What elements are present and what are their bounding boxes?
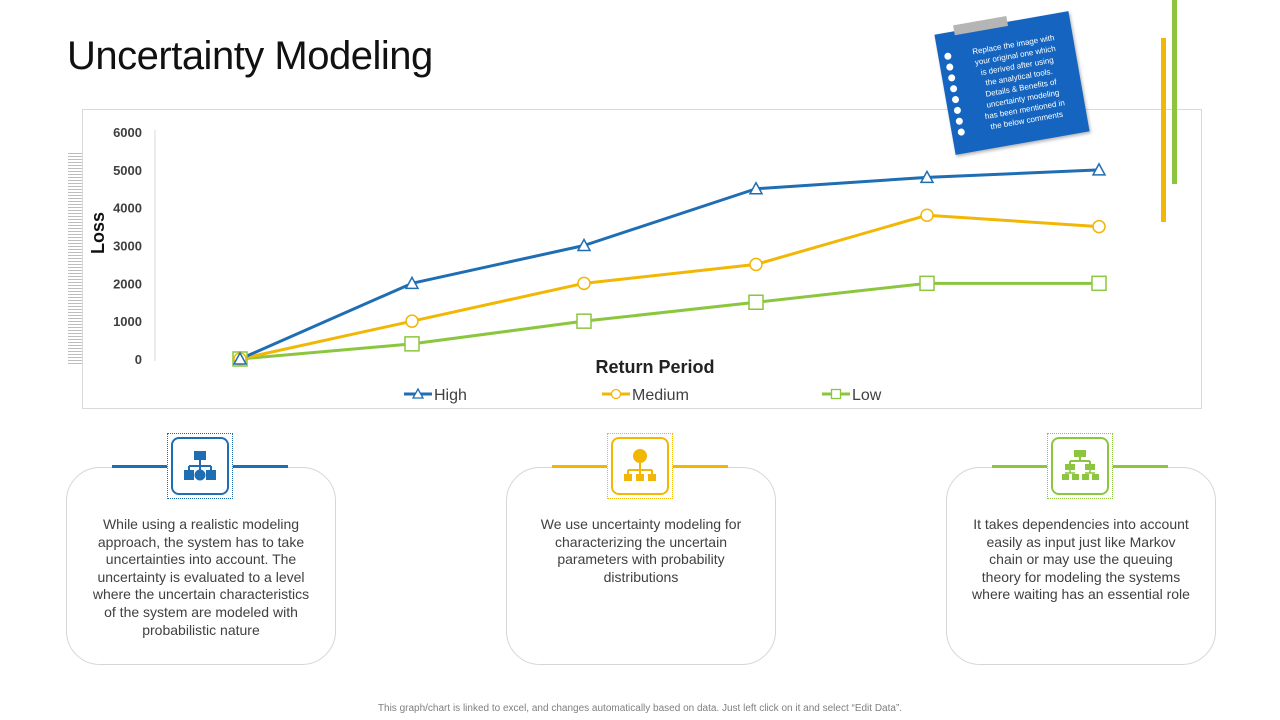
data-point-medium	[405, 314, 419, 328]
series-line-low	[239, 281, 1099, 361]
data-point-high	[1091, 162, 1107, 176]
info-card: It takes dependencies into account easil…	[946, 467, 1216, 665]
info-card: While using a realistic modeling approac…	[66, 467, 336, 665]
hierarchy-blocks-icon	[171, 437, 229, 495]
data-point-high	[576, 237, 592, 252]
x-axis-title: Return Period	[595, 357, 714, 377]
data-point-high	[919, 169, 935, 184]
y-tick-label: 1000	[113, 314, 142, 329]
series-line-medium	[239, 213, 1100, 361]
org-chart-icon	[611, 437, 669, 495]
data-point-medium	[577, 276, 591, 291]
data-point-low	[919, 275, 935, 292]
network-tree-icon	[1051, 437, 1109, 495]
y-tick-label: 6000	[113, 125, 142, 140]
data-point-high	[748, 181, 764, 195]
footer-note: This graph/chart is linked to excel, and…	[377, 703, 903, 714]
y-tick-label: 2000	[113, 276, 142, 291]
card-text: We use uncertainty modeling for characte…	[540, 516, 742, 585]
data-point-low	[576, 313, 592, 329]
y-tick-label: 3000	[113, 239, 142, 254]
page-title: Uncertainty Modeling	[67, 34, 433, 78]
card-text: While using a realistic modeling approac…	[92, 516, 310, 638]
line-chart[interactable]: 0 1000 2000 3000 4000 5000 6000 Loss Return Peri…	[0, 0, 1280, 420]
chart-frame[interactable]	[82, 109, 1202, 409]
accent-bar-gold	[1161, 38, 1166, 222]
y-tick-label: 5000	[113, 163, 142, 178]
accent-bar-green	[1172, 0, 1177, 184]
card-icon-frame	[607, 433, 673, 499]
data-point-medium	[920, 208, 934, 222]
legend-label-low: Low	[852, 387, 882, 404]
data-point-low	[404, 336, 420, 352]
card-icon-frame	[1047, 433, 1113, 499]
legend-label-high: High	[434, 387, 467, 404]
legend-label-medium: Medium	[632, 387, 689, 404]
data-point-medium	[749, 257, 763, 272]
legend-marker-low	[830, 388, 842, 400]
data-point-low	[1091, 275, 1107, 292]
y-tick-label: 0	[135, 352, 142, 367]
data-point-low	[748, 294, 764, 310]
legend-marker-medium	[610, 388, 622, 400]
data-point-high	[404, 275, 420, 290]
y-axis-title: Loss	[88, 212, 108, 254]
chart-hatch-decoration	[68, 152, 82, 364]
sticky-note: Replace the image with your original one …	[934, 11, 1090, 155]
info-card: We use uncertainty modeling for characte…	[506, 467, 776, 665]
card-text: It takes dependencies into account easil…	[972, 516, 1190, 603]
data-point-medium	[1092, 219, 1106, 234]
y-tick-label: 4000	[113, 201, 142, 216]
card-icon-frame	[167, 433, 233, 499]
legend-marker-high	[411, 387, 425, 399]
data-point-high	[232, 351, 248, 365]
series-line-high	[239, 168, 1100, 361]
